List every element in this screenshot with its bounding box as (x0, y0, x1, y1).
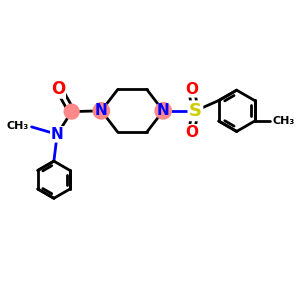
Circle shape (155, 103, 171, 119)
Text: N: N (51, 127, 64, 142)
Text: N: N (95, 103, 108, 118)
Text: CH₃: CH₃ (6, 121, 28, 131)
Text: S: S (189, 102, 202, 120)
Text: O: O (185, 125, 198, 140)
Circle shape (64, 104, 79, 119)
Text: O: O (185, 82, 198, 97)
Text: CH₃: CH₃ (272, 116, 295, 126)
Text: N: N (157, 103, 169, 118)
Text: O: O (51, 80, 65, 98)
Circle shape (93, 103, 110, 119)
